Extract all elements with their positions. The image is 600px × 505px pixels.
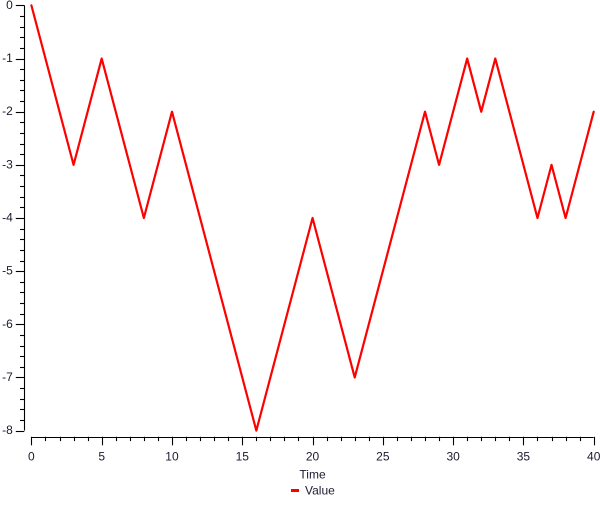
svg-text:20: 20 <box>306 449 320 463</box>
svg-text:0: 0 <box>6 0 13 12</box>
svg-text:-1: -1 <box>2 51 13 65</box>
svg-text:-3: -3 <box>2 157 13 171</box>
svg-text:0: 0 <box>28 449 35 463</box>
svg-text:40: 40 <box>587 449 600 463</box>
svg-text:10: 10 <box>165 449 179 463</box>
svg-text:25: 25 <box>376 449 390 463</box>
svg-text:5: 5 <box>98 449 105 463</box>
svg-text:-5: -5 <box>2 264 13 278</box>
svg-text:-8: -8 <box>2 423 13 437</box>
svg-text:-7: -7 <box>2 370 13 384</box>
svg-text:-2: -2 <box>2 104 13 118</box>
svg-text:30: 30 <box>446 449 460 463</box>
svg-text:15: 15 <box>236 449 250 463</box>
svg-text:Time: Time <box>299 467 326 481</box>
svg-text:-4: -4 <box>2 211 13 225</box>
svg-text:Value: Value <box>305 484 335 498</box>
svg-text:35: 35 <box>517 449 531 463</box>
svg-text:-6: -6 <box>2 317 13 331</box>
